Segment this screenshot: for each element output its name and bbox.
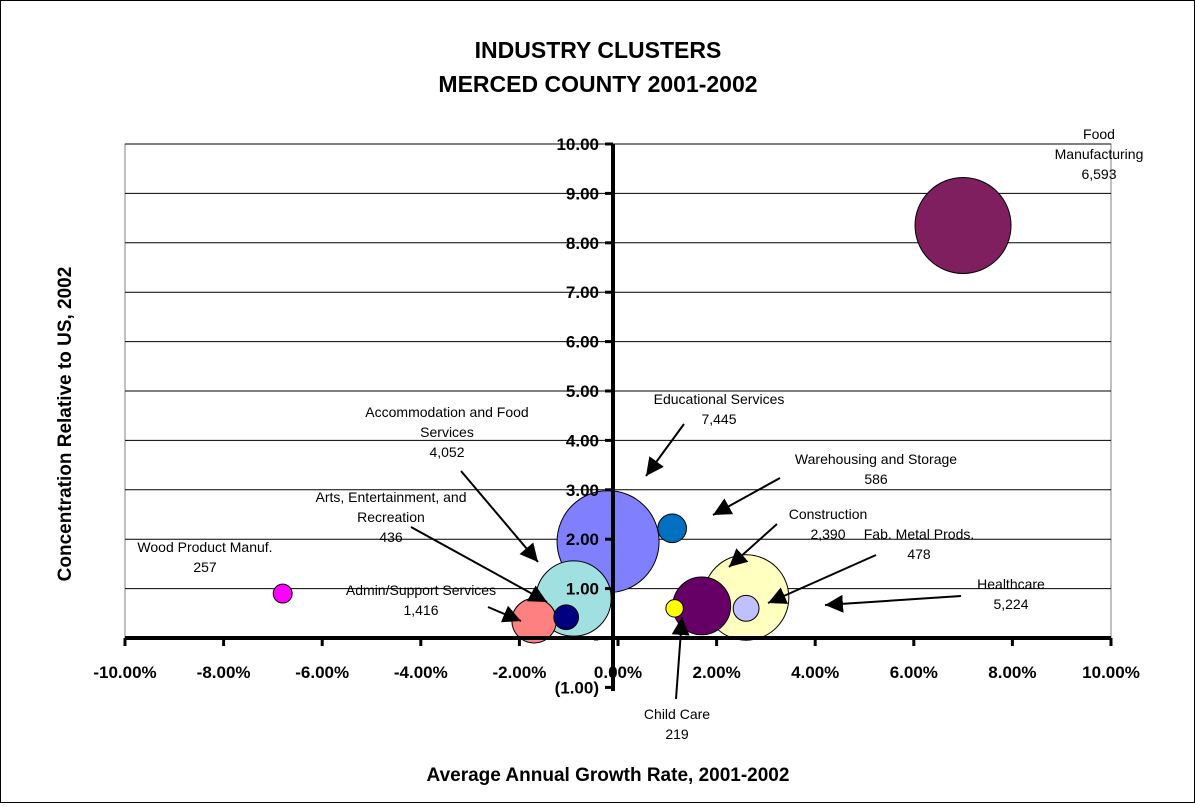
data-label-line: Admin/Support Services bbox=[346, 582, 496, 598]
annotation-arrow bbox=[824, 594, 962, 613]
annotation-arrow bbox=[728, 523, 778, 568]
data-label: Admin/Support Services 1,416 bbox=[346, 582, 496, 618]
data-label-line: 219 bbox=[665, 726, 689, 742]
x-tick-label: 6.00% bbox=[890, 663, 938, 682]
bubble-arts-entertainment-and-recreation bbox=[553, 604, 580, 631]
annotation-arrow bbox=[645, 423, 685, 477]
y-tick-label: 1.00 bbox=[566, 580, 599, 599]
annotations-layer: Food Manufacturing 6,593 Educational Servic… bbox=[137, 126, 1143, 742]
y-tick-label: 4.00 bbox=[566, 431, 599, 450]
data-label: Warehousing and Storage 586 bbox=[795, 451, 957, 487]
chart-title-line-1: INDUSTRY CLUSTERS bbox=[475, 37, 722, 63]
y-tick-label: 8.00 bbox=[566, 234, 599, 253]
data-label-line: Services bbox=[420, 424, 474, 440]
data-label: Accommodation and Food Services 4,052 bbox=[365, 404, 528, 460]
annotation-arrow bbox=[767, 554, 877, 604]
y-axis-title: Concentration Relative to US, 2002 bbox=[55, 267, 76, 582]
y-tick-label: 3.00 bbox=[566, 481, 599, 500]
data-label-line: Healthcare bbox=[977, 576, 1045, 592]
y-tick-label: 5.00 bbox=[566, 382, 599, 401]
bubble-food-manufacturing bbox=[914, 177, 1012, 275]
data-label: Arts, Entertainment, and Recreation 436 bbox=[316, 489, 467, 545]
chart-title-line-2: MERCED COUNTY 2001-2002 bbox=[438, 71, 757, 97]
x-tick-label: -6.00% bbox=[295, 663, 349, 682]
x-tick-label: 4.00% bbox=[791, 663, 839, 682]
data-label-line: 1,416 bbox=[403, 602, 438, 618]
data-label-line: Food bbox=[1083, 126, 1115, 142]
data-label-line: Warehousing and Storage bbox=[795, 451, 957, 467]
x-tick-label: 10.00% bbox=[1082, 663, 1140, 682]
annotation-arrow bbox=[410, 526, 548, 603]
axes bbox=[123, 142, 1113, 691]
x-tick-label: -8.00% bbox=[197, 663, 251, 682]
data-label-line: 478 bbox=[907, 546, 931, 562]
y-tick-label: 9.00 bbox=[566, 184, 599, 203]
x-tick-label: 2.00% bbox=[692, 663, 740, 682]
data-label-line: Wood Product Manuf. bbox=[137, 539, 272, 555]
data-label-line: Manufacturing bbox=[1055, 146, 1144, 162]
bubble-warehousing-and-storage bbox=[657, 513, 687, 544]
y-tick-label: 10.00 bbox=[556, 135, 599, 154]
data-label-line: Educational Services bbox=[654, 391, 785, 407]
data-label-line: 2,390 bbox=[810, 526, 845, 542]
data-label-line: 7,445 bbox=[701, 411, 736, 427]
data-label-line: 436 bbox=[379, 529, 403, 545]
data-label: Fab. Metal Prods. 478 bbox=[864, 526, 975, 562]
y-tick-label: (1.00) bbox=[555, 678, 599, 697]
data-label-line: 257 bbox=[193, 559, 217, 575]
data-label: Child Care 219 bbox=[644, 706, 710, 742]
data-label-line: Construction bbox=[789, 506, 868, 522]
data-label: Wood Product Manuf. 257 bbox=[137, 539, 272, 575]
x-tick-label: 0.00% bbox=[594, 663, 642, 682]
y-tick-label: 2.00 bbox=[566, 530, 599, 549]
data-label-line: 6,593 bbox=[1081, 166, 1116, 182]
data-label: Construction 2,390 bbox=[789, 506, 868, 542]
y-tick-label: - bbox=[593, 629, 599, 648]
data-label-line: 5,224 bbox=[993, 596, 1028, 612]
y-tick-label: 7.00 bbox=[566, 283, 599, 302]
data-label-line: Fab. Metal Prods. bbox=[864, 526, 975, 542]
x-tick-label: -2.00% bbox=[492, 663, 546, 682]
annotation-arrow bbox=[487, 605, 522, 623]
bubble-wood-product-manuf bbox=[272, 583, 293, 604]
x-tick-label: 8.00% bbox=[988, 663, 1036, 682]
data-label: Food Manufacturing 6,593 bbox=[1055, 126, 1144, 182]
data-label: Educational Services 7,445 bbox=[654, 391, 785, 427]
bubble-child-care bbox=[665, 599, 684, 618]
data-label-line: Accommodation and Food bbox=[365, 404, 528, 420]
data-label-line: 4,052 bbox=[429, 444, 464, 460]
annotation-arrow bbox=[671, 616, 690, 700]
x-tick-label: -4.00% bbox=[394, 663, 448, 682]
x-axis-title: Average Annual Growth Rate, 2001-2002 bbox=[427, 765, 790, 786]
data-label-line: 586 bbox=[864, 471, 888, 487]
data-label-line: Recreation bbox=[357, 509, 425, 525]
y-tick-label: 6.00 bbox=[566, 333, 599, 352]
data-label: Healthcare 5,224 bbox=[977, 576, 1045, 612]
data-label-line: Child Care bbox=[644, 706, 710, 722]
data-label-line: Arts, Entertainment, and bbox=[316, 489, 467, 505]
bubble-fab-metal-prods bbox=[732, 594, 760, 622]
annotation-arrow bbox=[460, 470, 539, 563]
x-tick-label: -10.00% bbox=[93, 663, 156, 682]
annotation-arrow bbox=[712, 477, 781, 516]
tick-labels: -10.00% -8.00% -6.00% -4.00% -2.00% 0.00% 2.00… bbox=[93, 135, 1140, 697]
